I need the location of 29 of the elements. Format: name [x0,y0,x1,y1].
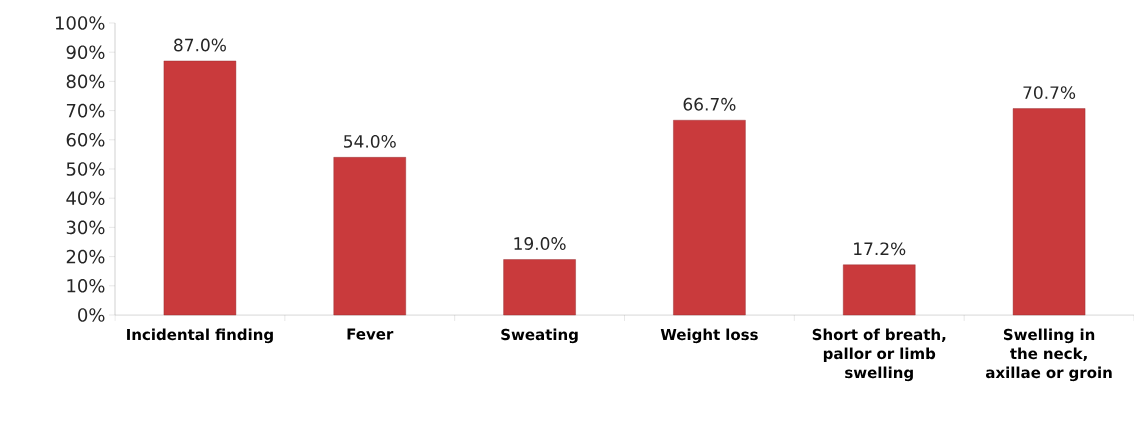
bar [333,157,406,316]
x-tick-label: Swelling in the neck, axillae or groin [985,328,1112,382]
y-tick-label: 40% [66,191,105,205]
data-label: 87.0% [174,38,226,52]
bar [163,60,237,316]
data-label: 19.0% [514,237,566,250]
x-tick-label: Incidental finding [127,328,273,344]
data-label: 17.2% [854,242,906,256]
data-label: 70.7% [1023,86,1076,100]
y-tick-label: 0% [78,308,105,322]
bar [1012,108,1086,316]
data-label: 54.0% [344,134,396,148]
x-tick-label: Fever [347,328,394,340]
y-tick-label: 90% [66,45,105,59]
x-tick-label: Short of breath, pallor or limb swelling [812,328,946,382]
y-tick-label: 100% [55,16,105,30]
y-tick-label: 20% [66,249,105,264]
y-tick-label: 60% [66,132,105,147]
y-tick-label: 10% [67,278,105,293]
y-tick-label: 30% [66,220,105,235]
bar [673,120,746,316]
y-tick-label: 70% [66,103,105,118]
bar [843,264,916,316]
x-tick-label: Sweating [501,328,578,344]
data-label: 66.7% [683,97,736,111]
y-tick-label: 80% [66,74,105,89]
x-tick-label: Weight loss [660,328,758,344]
y-tick-label: 50% [66,162,105,176]
bar [503,259,576,316]
